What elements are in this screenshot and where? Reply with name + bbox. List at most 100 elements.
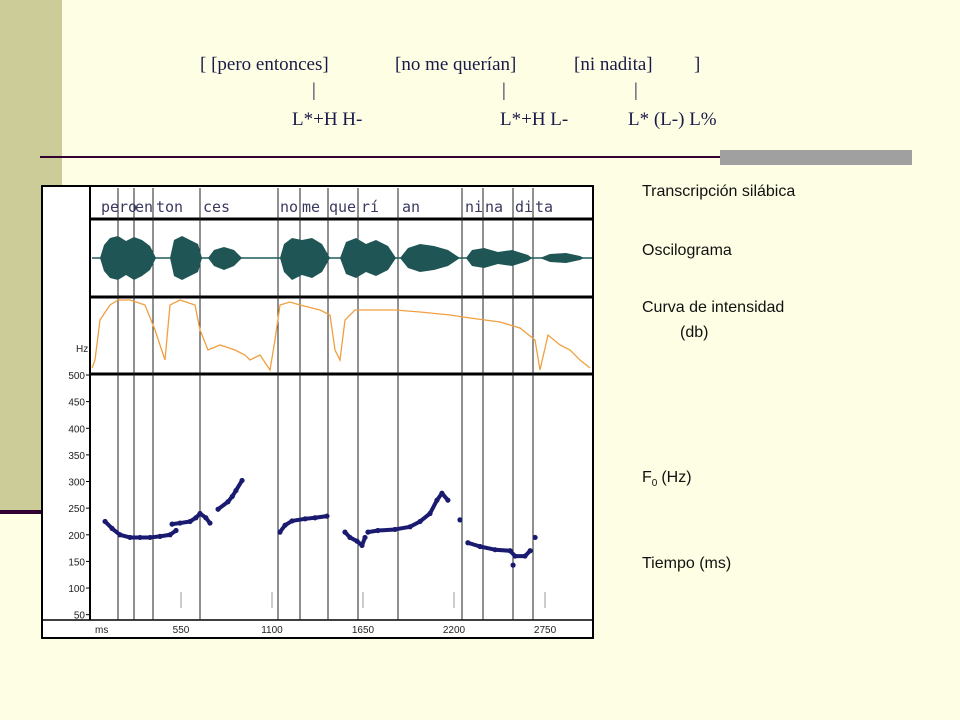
tone-label: L*+H H- <box>292 109 362 130</box>
y-tick-label: 400 <box>68 424 85 435</box>
f0-point <box>137 534 143 541</box>
f0-point <box>229 493 235 500</box>
syllable: ton <box>156 198 183 216</box>
f0-point <box>277 529 283 535</box>
f0-point <box>173 527 179 534</box>
f0-subscript: 0 <box>652 478 658 489</box>
tone-link: | <box>634 80 638 101</box>
f0-point <box>465 540 471 546</box>
f0-point <box>127 534 133 541</box>
y-tick-label: 100 <box>68 584 85 595</box>
syllable: pe <box>101 198 119 216</box>
f0-point <box>239 477 245 484</box>
syllable: ces <box>203 198 230 216</box>
syllable: en <box>135 198 153 216</box>
figure <box>41 185 594 639</box>
f0-point <box>109 525 115 531</box>
f0-point <box>417 518 423 525</box>
syllable: na <box>485 198 503 216</box>
x-tick-label: 1650 <box>352 625 375 636</box>
syllable: ni <box>465 198 483 216</box>
f0-point <box>362 534 368 541</box>
f0-point <box>215 506 221 512</box>
phrase: [ [pero entonces] <box>200 54 329 75</box>
legend-label: Oscilograma <box>642 242 732 259</box>
f0-point <box>407 524 413 530</box>
intensity-curve <box>91 299 591 372</box>
syllable: ro <box>119 198 137 216</box>
x-tick-label: 1100 <box>261 625 283 636</box>
f0-point <box>233 487 239 494</box>
syllable: no <box>280 198 298 216</box>
x-tick-label: 2200 <box>443 625 466 636</box>
x-tick-label: 550 <box>173 625 190 636</box>
f0-point <box>457 517 463 523</box>
f0-point <box>365 529 371 535</box>
syllable: ta <box>535 198 553 216</box>
f0-point <box>532 534 538 541</box>
tone-label: L*+H L- <box>500 109 568 130</box>
f0-point <box>522 553 528 559</box>
waveform <box>100 236 584 280</box>
y-tick-label: 200 <box>68 531 85 542</box>
syllable: an <box>402 198 420 216</box>
f0-point <box>359 542 365 549</box>
f0-point <box>427 510 433 517</box>
f0-point <box>187 518 193 525</box>
phrase: [no me querían] <box>395 54 516 75</box>
tone-label: L* (L-) L% <box>628 109 717 130</box>
f0-point <box>203 515 209 521</box>
f0-point <box>439 490 445 496</box>
f0-point <box>193 515 199 521</box>
f0-point <box>492 547 498 553</box>
f0-point <box>445 497 451 503</box>
f0-point <box>477 543 483 550</box>
f0-point <box>302 516 308 522</box>
f0-point <box>527 548 533 554</box>
side-line <box>0 510 62 514</box>
y-tick-label: 350 <box>68 451 85 462</box>
legend-label: F0 (Hz) <box>642 469 692 489</box>
f0-point <box>102 518 108 525</box>
tone-link: | <box>312 80 316 101</box>
f0-point <box>507 548 513 554</box>
f0-point <box>197 510 203 517</box>
f0-point <box>117 532 123 538</box>
f0-point <box>354 538 360 544</box>
f0-point <box>177 520 183 526</box>
legend-label: (db) <box>680 324 708 341</box>
f0-point <box>347 534 353 541</box>
f0-point <box>375 527 381 534</box>
f0-point <box>169 521 175 527</box>
tone-link: | <box>502 80 506 101</box>
phrase: [ni nadita] <box>574 54 653 75</box>
f0-point <box>312 515 318 521</box>
syllable: rí <box>361 198 379 216</box>
x-tick-label: 2750 <box>534 625 557 636</box>
legend-label: Tiempo (ms) <box>642 555 731 572</box>
f0-point <box>324 513 330 519</box>
phrase: ] <box>694 54 700 75</box>
y-tick-label: 450 <box>68 398 85 409</box>
divider <box>40 156 912 158</box>
syllable: que <box>329 198 356 216</box>
y-tick-label: 250 <box>68 504 85 515</box>
f0-point <box>289 518 295 524</box>
f0-point <box>282 522 288 528</box>
y-tick-label: 50 <box>74 611 86 622</box>
f0-symbol: F <box>642 469 652 486</box>
f0-point <box>157 533 163 539</box>
f0-point <box>434 497 440 503</box>
f0-point <box>207 520 213 526</box>
f0-point <box>392 526 398 533</box>
legend-label: Curva de intensidad <box>642 299 784 316</box>
legend-label: Transcripción silábica <box>642 183 795 200</box>
f0-unit: (Hz) <box>661 469 691 486</box>
syllable: me <box>302 198 320 216</box>
f0-point <box>225 499 231 505</box>
f0-point <box>512 553 518 559</box>
syllable: di <box>515 198 533 216</box>
y-axis-label: Hz <box>76 344 88 355</box>
y-tick-label: 300 <box>68 478 85 489</box>
